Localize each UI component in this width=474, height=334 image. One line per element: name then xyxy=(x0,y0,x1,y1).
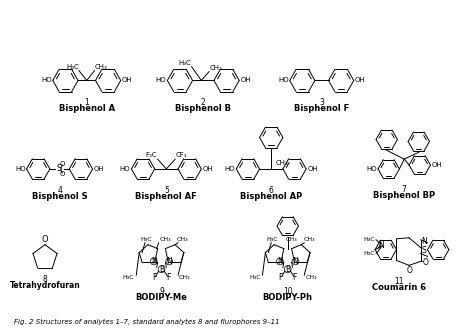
Text: HO: HO xyxy=(41,77,52,84)
Text: 9: 9 xyxy=(159,287,164,296)
Text: F₃C: F₃C xyxy=(145,152,157,158)
Text: O: O xyxy=(406,266,412,275)
Text: O: O xyxy=(60,171,65,177)
Text: CH₃: CH₃ xyxy=(210,65,223,70)
Text: N: N xyxy=(421,237,427,246)
Text: HO: HO xyxy=(278,77,289,84)
Text: OH: OH xyxy=(93,166,104,172)
Text: 11: 11 xyxy=(395,277,404,286)
Text: F: F xyxy=(279,273,283,282)
Text: O: O xyxy=(60,161,65,167)
Text: H₃C: H₃C xyxy=(364,251,375,256)
Text: Bisphenol F: Bisphenol F xyxy=(294,104,349,113)
Text: 8: 8 xyxy=(43,275,47,284)
Text: F: F xyxy=(166,273,171,282)
Text: HO: HO xyxy=(366,166,377,172)
Text: F: F xyxy=(153,273,157,282)
Text: CF₃: CF₃ xyxy=(176,152,188,158)
Text: CH₃: CH₃ xyxy=(276,160,289,166)
Text: Fig. 2 Structures of analytes 1–7, standard analytes 8 and flurophores 9–11: Fig. 2 Structures of analytes 1–7, stand… xyxy=(14,319,280,325)
Text: CH₃: CH₃ xyxy=(179,275,191,280)
Text: O: O xyxy=(423,258,428,267)
Text: H₃C: H₃C xyxy=(364,237,375,242)
Text: OH: OH xyxy=(355,77,365,84)
Text: H₃C: H₃C xyxy=(123,275,134,280)
Text: 5: 5 xyxy=(164,186,169,195)
Text: HO: HO xyxy=(225,166,235,172)
Text: OH: OH xyxy=(202,166,213,172)
Text: CH₃: CH₃ xyxy=(286,237,297,242)
Text: N: N xyxy=(292,257,298,266)
Text: HO: HO xyxy=(15,166,26,172)
Text: OH: OH xyxy=(122,77,132,84)
Text: 7: 7 xyxy=(402,185,407,194)
Text: OH: OH xyxy=(307,166,318,172)
Text: OH: OH xyxy=(431,162,442,168)
Text: O: O xyxy=(42,235,48,244)
Text: 4: 4 xyxy=(57,186,62,195)
Text: CH₃: CH₃ xyxy=(94,64,107,70)
Text: H₃C: H₃C xyxy=(266,237,278,242)
Text: Bisphenol B: Bisphenol B xyxy=(175,104,231,113)
Text: Coumarin 6: Coumarin 6 xyxy=(372,283,427,292)
Text: N: N xyxy=(378,241,384,250)
Text: BODIPY-Me: BODIPY-Me xyxy=(136,293,187,302)
Text: N: N xyxy=(151,257,156,266)
Text: H₃C: H₃C xyxy=(140,237,152,242)
Text: 6: 6 xyxy=(269,186,273,195)
Text: H₃C: H₃C xyxy=(66,64,79,70)
Text: Bisphenol AF: Bisphenol AF xyxy=(136,192,197,201)
Text: S: S xyxy=(57,164,62,173)
Text: OH: OH xyxy=(240,77,251,84)
Text: H₃C: H₃C xyxy=(249,275,261,280)
Text: BODIPY-Ph: BODIPY-Ph xyxy=(263,293,313,302)
Text: 10: 10 xyxy=(283,287,292,296)
Text: F: F xyxy=(292,273,297,282)
Text: B: B xyxy=(159,265,164,274)
Text: H₃C: H₃C xyxy=(179,60,191,66)
Text: CH₃: CH₃ xyxy=(305,275,317,280)
Text: 2: 2 xyxy=(201,98,206,107)
Text: Bisphenol AP: Bisphenol AP xyxy=(240,192,302,201)
Text: Bisphenol S: Bisphenol S xyxy=(32,192,87,201)
Text: B: B xyxy=(285,265,290,274)
Text: Bisphenol A: Bisphenol A xyxy=(59,104,115,113)
Text: S: S xyxy=(421,246,426,255)
Text: N: N xyxy=(166,257,172,266)
Text: CH₃: CH₃ xyxy=(160,237,171,242)
Text: Bisphenol BP: Bisphenol BP xyxy=(373,191,435,200)
Text: CH₃: CH₃ xyxy=(177,237,189,242)
Text: CH₃: CH₃ xyxy=(303,237,315,242)
Text: HO: HO xyxy=(120,166,130,172)
Text: 1: 1 xyxy=(84,98,89,107)
Text: Tetrahydrofuran: Tetrahydrofuran xyxy=(9,281,81,290)
Text: HO: HO xyxy=(156,77,166,84)
Text: N: N xyxy=(277,257,283,266)
Text: 3: 3 xyxy=(319,98,324,107)
